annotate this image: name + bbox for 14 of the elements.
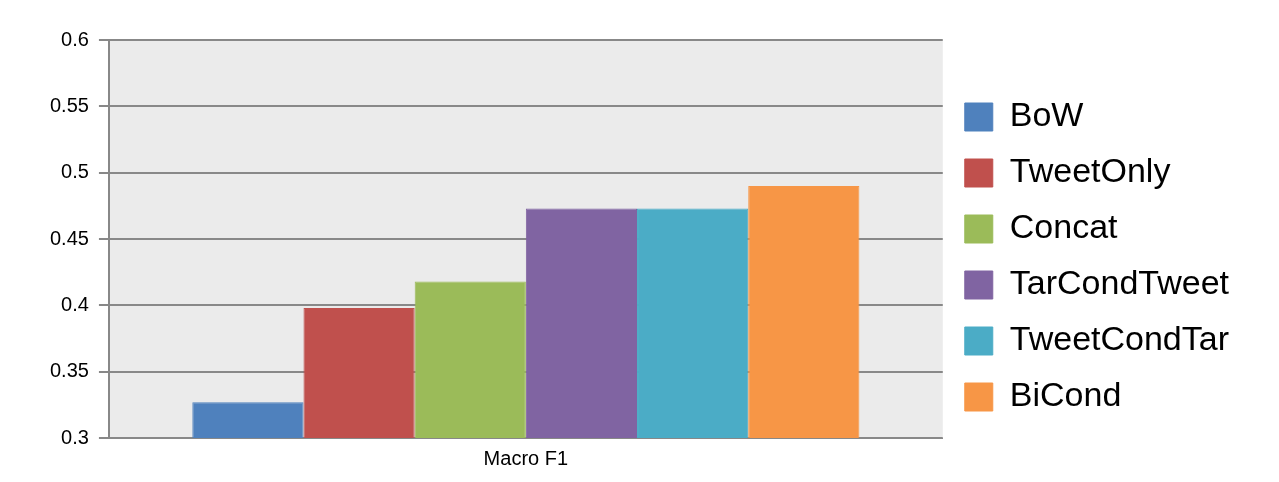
y-tick-label: 0.55 (49, 93, 89, 116)
y-tick-label: 0.35 (49, 359, 89, 382)
y-tick-label: 0.6 (61, 27, 89, 50)
legend-label: BiCond (1009, 375, 1122, 414)
y-tick-label: 0.5 (61, 160, 89, 183)
y-tick-label: 0.4 (61, 292, 89, 315)
legend-label: TweetOnly (1009, 151, 1171, 190)
x-tick-label: Macro F1 (483, 446, 569, 469)
legend-label: BoW (1009, 95, 1084, 134)
legend-label: Concat (1009, 207, 1119, 246)
y-tick-label: 0.45 (49, 226, 89, 249)
y-tick-label: 0.3 (61, 425, 89, 448)
legend-label: TarCondTweet (1009, 263, 1230, 302)
legend-label: TweetCondTar (1009, 319, 1230, 358)
